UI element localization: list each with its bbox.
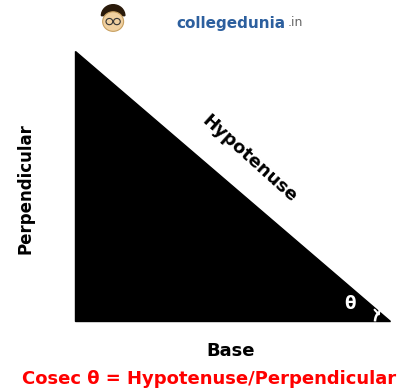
- Text: Cosec θ = Hypotenuse/Perpendicular: Cosec θ = Hypotenuse/Perpendicular: [23, 370, 396, 388]
- Text: Hypotenuse: Hypotenuse: [198, 112, 300, 206]
- Text: Base: Base: [206, 342, 255, 360]
- Polygon shape: [75, 51, 390, 321]
- Circle shape: [103, 12, 124, 31]
- Text: collegedunia: collegedunia: [176, 16, 285, 31]
- Text: Perpendicular: Perpendicular: [16, 123, 34, 254]
- Wedge shape: [101, 5, 125, 16]
- Text: θ: θ: [344, 295, 356, 313]
- Text: .in: .in: [288, 16, 303, 29]
